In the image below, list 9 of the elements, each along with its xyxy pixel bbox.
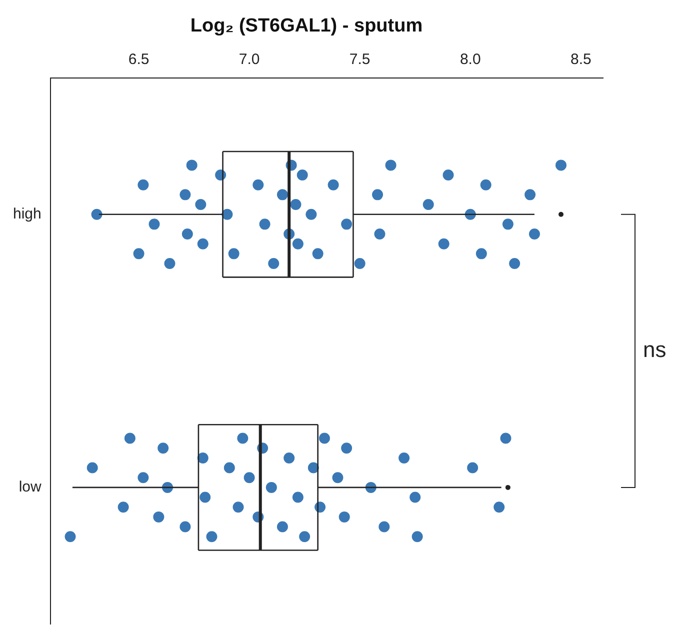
x-tick-label: 7.0 [238,50,260,68]
text: ns [643,336,666,362]
x-tick-label: 7.5 [349,50,370,68]
chart-title: Log₂ (ST6GAL1) - sputum [190,16,423,37]
x-tick-label: 8.0 [460,50,481,68]
y-tick-label: low [18,478,42,496]
x-tick-label: 8.5 [570,50,592,68]
x-tick-label: 6.5 [128,50,150,68]
y-tick-label: high [13,205,42,222]
